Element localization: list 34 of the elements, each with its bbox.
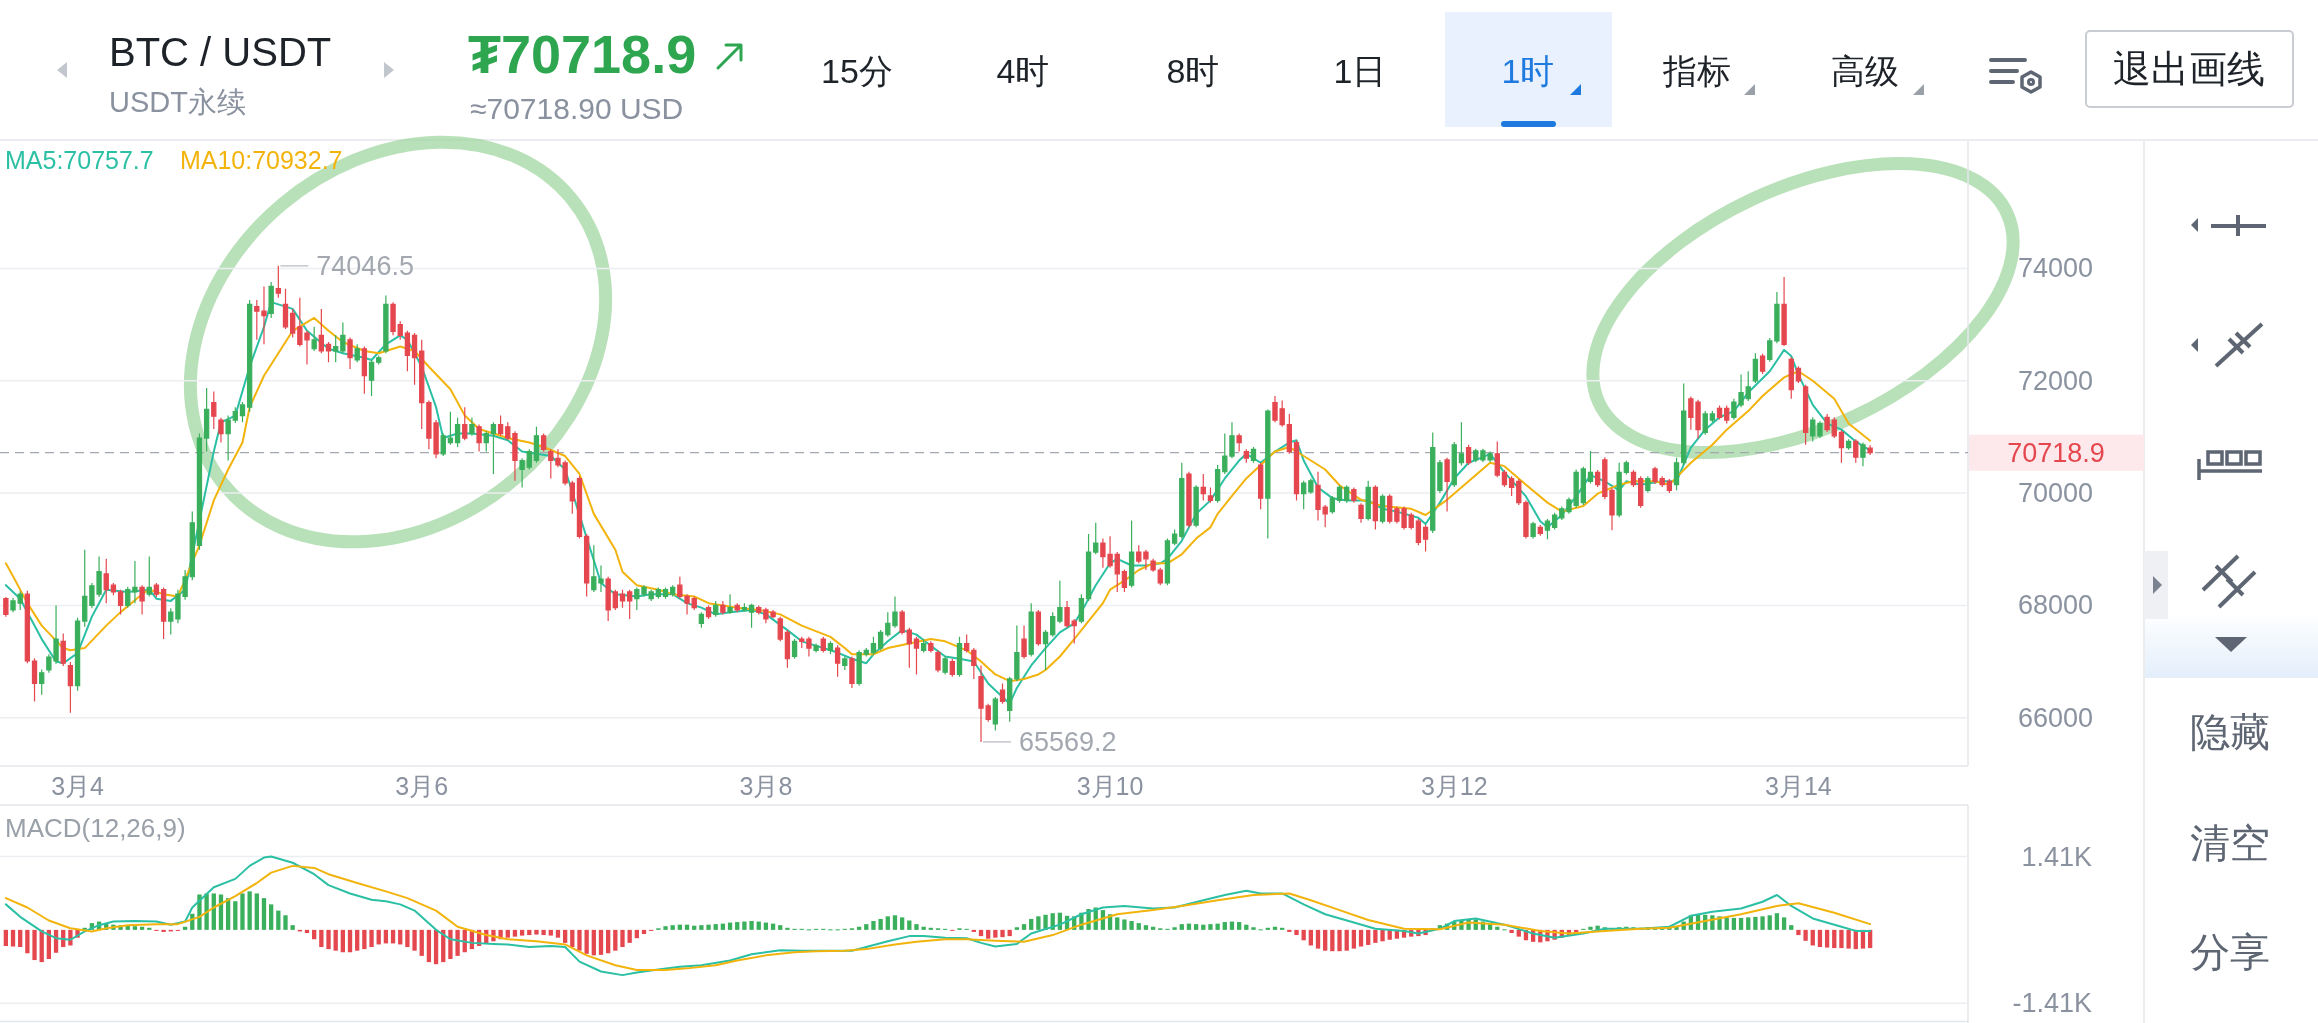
x-tick-label: 3月10: [1076, 772, 1144, 800]
text: ≈70718.90 USD: [470, 91, 684, 125]
chart-title: BTC / USDT: [109, 30, 332, 74]
text: 8时: [1166, 52, 1220, 90]
y-tick-label: 74000: [2017, 253, 2093, 284]
text: 高级: [1831, 52, 1899, 90]
text: 隐藏: [2190, 710, 2270, 754]
y-tick-label: 1.41K: [2021, 841, 2092, 872]
text: 指标: [1662, 52, 1731, 90]
ref-line-label: 70718.9: [2007, 437, 2105, 468]
text: 1时: [1501, 52, 1555, 90]
chart-title: MACD(12,26,9): [5, 813, 186, 843]
x-tick-label: 3月4: [51, 772, 105, 800]
text: 清空: [2190, 821, 2270, 865]
y-tick-label: 68000: [2017, 590, 2093, 621]
annotation: 65569.2: [1019, 726, 1117, 757]
text: 退出画线: [2113, 48, 2265, 90]
y-tick-label: 70000: [2017, 478, 2093, 509]
x-tick-label: 3月12: [1420, 772, 1488, 800]
y-tick-label: 66000: [2017, 702, 2093, 733]
text: ₮70718.9: [468, 24, 697, 84]
x-tick-label: 3月8: [739, 772, 793, 800]
y-tick-label: 72000: [2017, 365, 2093, 396]
chart-subtitle: USDT永续: [109, 86, 246, 118]
text: 15分: [821, 52, 893, 90]
text: 分享: [2190, 930, 2270, 974]
x-tick-label: 3月6: [395, 772, 449, 800]
text: MA5:70757.7: [5, 146, 154, 174]
annotation: 74046.5: [316, 250, 414, 281]
text: MA10:70932.7: [179, 146, 343, 174]
text: 4时: [996, 52, 1050, 90]
x-tick-label: 3月14: [1765, 772, 1832, 800]
text: 1日: [1333, 52, 1387, 90]
y-tick-label: -1.41K: [2012, 988, 2092, 1019]
